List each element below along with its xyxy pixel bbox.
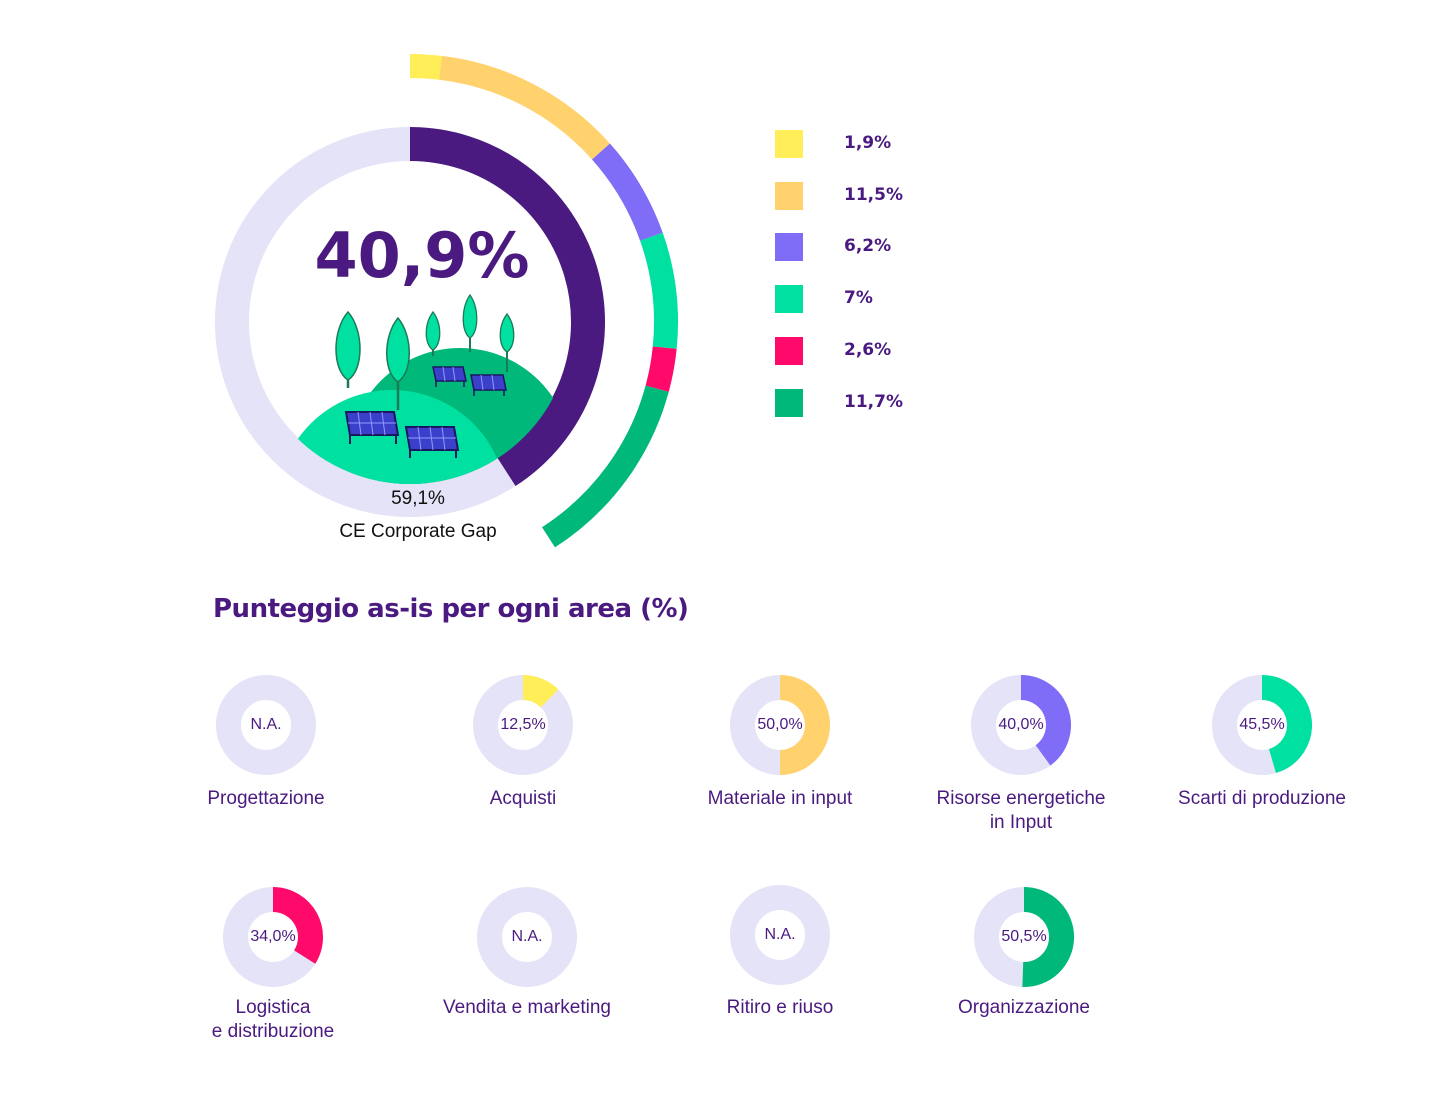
area-label: Logistica e distribuzione: [211, 997, 335, 1042]
area-label: Materiale in input: [707, 788, 853, 809]
legend-item: 7%: [775, 285, 975, 314]
area-label: Ritiro e riuso: [726, 997, 834, 1018]
area-label: Organizzazione: [957, 997, 1091, 1018]
tree-icon: [462, 293, 478, 352]
outer-ring: [409, 53, 678, 548]
tree-icon: [386, 316, 410, 410]
gap-label: CE Corporate Gap: [339, 521, 496, 542]
legend-item: 1,9%: [775, 130, 975, 158]
legend-item: 11,5%: [775, 181, 975, 210]
legend-item: 2,6%: [775, 336, 975, 365]
donut-value-arc: [522, 675, 559, 708]
legend-label: 2,6%: [844, 339, 892, 360]
donut-track: [477, 887, 577, 987]
outer-ring-segment: [541, 385, 669, 548]
area-score-value: 50,0%: [757, 716, 803, 733]
solar-panel-icon: [344, 411, 400, 444]
area-donut: 34,0%: [223, 887, 323, 987]
legend-label: 11,7%: [844, 391, 903, 412]
outer-ring-segment: [438, 55, 610, 160]
area-score-value: N.A.: [764, 926, 796, 943]
legend-swatch: [775, 130, 803, 158]
gap-arc: [215, 127, 516, 517]
area-donut: 50,5%: [974, 887, 1074, 987]
outer-ring-segment: [645, 346, 677, 392]
legend-label: 1,9%: [844, 133, 892, 153]
area-donut: 50,0%: [730, 675, 830, 775]
area-label: Scarti di produzione: [1178, 788, 1346, 809]
donut-value-arc: [1020, 675, 1071, 766]
gap-percentage: 59,1%: [391, 488, 445, 509]
donut-value-arc: [779, 675, 830, 775]
area-score-value: 34,0%: [250, 928, 296, 945]
legend-item: 6,2%: [775, 233, 975, 262]
area-score-value: 50,5%: [1001, 928, 1047, 945]
landscape-illustration: [277, 293, 572, 484]
area-score-value: N.A.: [511, 928, 543, 945]
area-donut: N.A.: [730, 885, 830, 985]
legend-label: 7%: [844, 288, 873, 309]
solar-panel-icon: [470, 374, 507, 396]
area-donut: 12,5%: [473, 675, 573, 775]
tree-icon: [499, 312, 515, 372]
legend-swatch: [775, 285, 803, 314]
area-donut: N.A.: [216, 675, 316, 775]
outer-ring-segment: [640, 232, 678, 349]
tree-icon: [335, 310, 361, 388]
area-score-value: N.A.: [250, 716, 282, 733]
score-percentage: 40,9%: [314, 219, 529, 292]
legend-swatch: [775, 181, 803, 210]
area-label: Progettazione: [207, 788, 325, 809]
donut-track: [730, 885, 830, 985]
outer-ring-segment: [591, 143, 663, 241]
area-score-value: 40,0%: [998, 716, 1044, 733]
area-label: Acquisti: [489, 788, 557, 809]
legend-label: 11,5%: [844, 184, 903, 205]
legend-swatch: [775, 388, 803, 417]
donut-value-arc: [1261, 675, 1312, 774]
section-title: Punteggio as-is per ogni area (%): [213, 594, 689, 624]
legend-swatch: [775, 233, 803, 262]
score-arc: [409, 127, 605, 486]
tree-icon: [425, 310, 441, 356]
donut-track: [216, 675, 316, 775]
area-score-value: 45,5%: [1239, 716, 1285, 733]
area-donut: 40,0%: [971, 675, 1071, 775]
area-score-value: 12,5%: [500, 716, 546, 733]
area-label: Risorse energetiche in Input: [936, 788, 1106, 833]
gap-ring: [215, 127, 516, 517]
main-donut-chart: 40,9% 59,1% CE Corporate Gap: [215, 53, 678, 548]
solar-panel-icon: [404, 426, 460, 458]
donut-value-arc: [1022, 887, 1074, 987]
area-donut: 45,5%: [1212, 675, 1312, 775]
legend-swatch: [775, 336, 803, 365]
area-label: Vendita e marketing: [443, 997, 611, 1018]
legend-label: 6,2%: [844, 236, 892, 257]
solar-panel-icon: [432, 366, 467, 387]
area-donut: N.A.: [477, 887, 577, 987]
outer-ring-segment: [409, 53, 442, 80]
score-ring: [409, 127, 605, 486]
donut-value-arc: [272, 887, 323, 964]
legend-item: 11,7%: [775, 388, 975, 417]
